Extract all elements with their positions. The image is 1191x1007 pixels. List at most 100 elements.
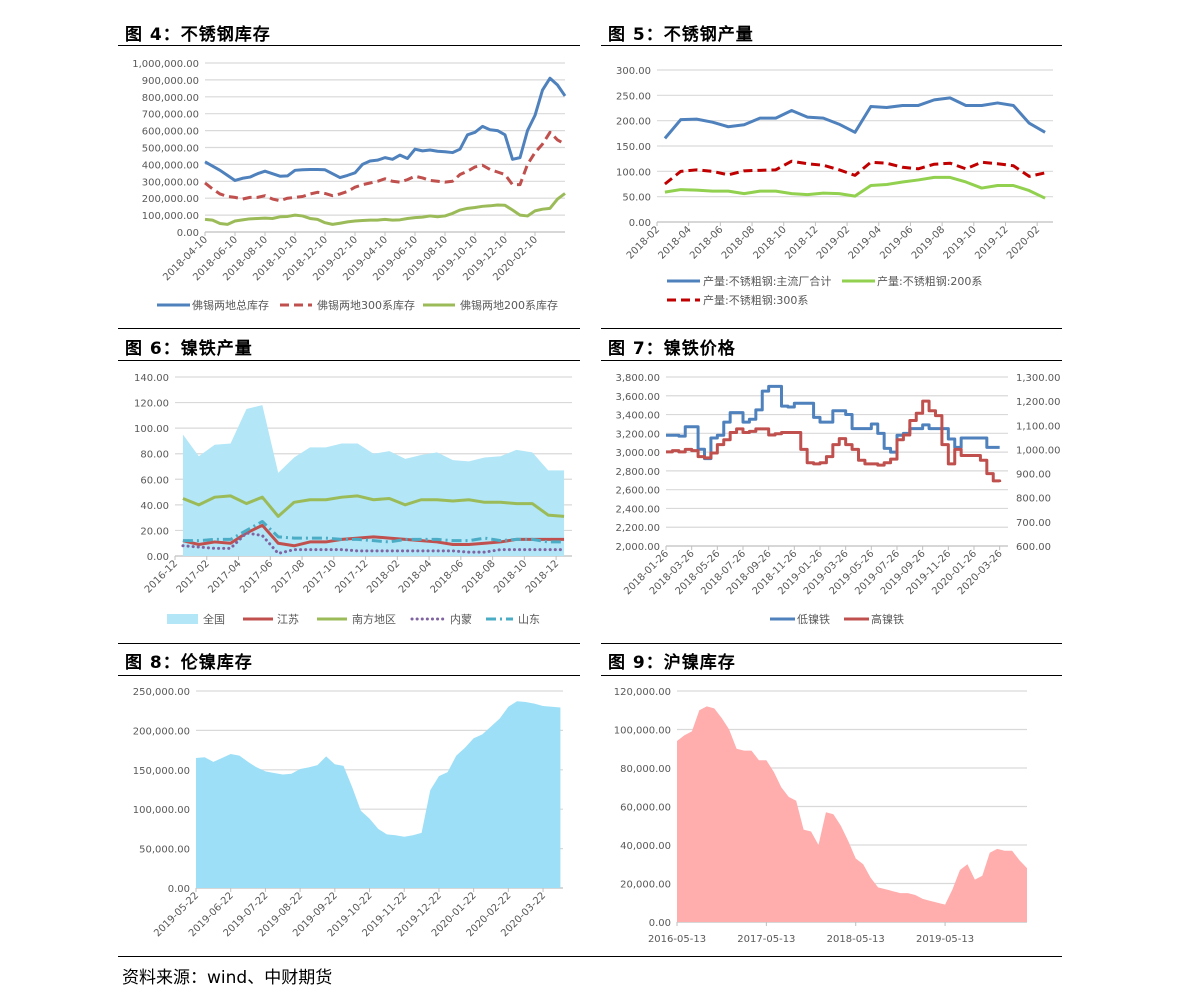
y-tick-label: 100,000.00 <box>142 211 199 222</box>
y2-tick-label: 600.00 <box>1016 542 1051 553</box>
series-山东-line <box>182 519 565 544</box>
y-tick-label: 3,000.00 <box>615 448 660 459</box>
x-tick-label: 2017-06 <box>238 558 275 595</box>
divider <box>118 643 580 644</box>
series-高镍铁-line <box>666 399 1002 483</box>
y-tick-label: 40.00 <box>140 501 169 512</box>
y-tick-label: 300.00 <box>616 66 651 77</box>
y-tick-label: 400,000.00 <box>142 160 199 171</box>
x-tick-label: 2019-04 <box>847 224 884 261</box>
series-产量:不锈粗钢:主流厂合计-line <box>663 96 1046 140</box>
series-内蒙-line <box>181 531 566 555</box>
divider <box>601 643 1062 644</box>
y-tick-label: 800,000.00 <box>142 93 199 104</box>
y2-tick-label: 800.00 <box>1016 494 1051 505</box>
y-tick-label: 20.00 <box>140 526 169 537</box>
x-tick-label: 2018-06 <box>429 558 466 595</box>
x-tick-label: 2017-05-13 <box>737 934 795 945</box>
y-tick-label: 100.00 <box>616 167 651 178</box>
y-tick-label: 150,000.00 <box>133 766 190 777</box>
series-fig8-area <box>196 701 561 888</box>
legend-label: 江苏 <box>277 613 299 626</box>
x-tick-label: 2017-02 <box>175 558 212 595</box>
legend-label: 产量:不锈粗钢:200系 <box>877 274 982 288</box>
y-tick-label: 50,000.00 <box>139 845 190 856</box>
y-tick-label: 600,000.00 <box>142 127 199 138</box>
legend-label: 山东 <box>518 613 540 626</box>
y-tick-label: 2,600.00 <box>615 486 660 497</box>
x-tick-label: 2018-02 <box>625 224 662 261</box>
y-tick-label: 40,000.00 <box>620 841 671 852</box>
y-tick-label: 140.00 <box>134 373 169 384</box>
divider <box>118 956 1062 957</box>
x-tick-label: 2018-04 <box>656 224 693 261</box>
x-tick-label: 2017-12 <box>333 558 370 595</box>
y-tick-label: 3,400.00 <box>615 411 660 422</box>
x-tick-label: 2017-08 <box>270 558 307 595</box>
y2-tick-label: 700.00 <box>1016 518 1051 529</box>
y-tick-label: 3,200.00 <box>615 429 660 440</box>
divider <box>118 675 580 676</box>
source-note: 资料来源：wind、中财期货 <box>122 968 333 988</box>
fig7-chart: 2,000.00 2,200.00 2,400.00 2,600.00 2,800.00… <box>615 373 1060 626</box>
x-tick-label: 2019-10 <box>942 224 979 261</box>
y2-tick-label: 1,100.00 <box>1016 421 1061 432</box>
series-佛锡两地总库存-line <box>204 76 567 182</box>
x-tick-label: 2018-08 <box>460 558 497 595</box>
legend-label: 佛锡两地300系库存 <box>317 298 415 312</box>
y2-tick-label: 900.00 <box>1016 470 1051 481</box>
y-tick-label: 0.00 <box>147 552 169 563</box>
x-tick-label: 2018-08 <box>720 224 757 261</box>
x-tick-label: 2016-12 <box>143 558 180 595</box>
y-tick-label: 100,000.00 <box>614 726 671 737</box>
series-佛锡两地300系库存-line <box>204 130 566 203</box>
x-tick-label: 2019-08 <box>910 224 947 261</box>
legend-label: 产量:不锈粗钢:300系 <box>703 293 808 307</box>
y-tick-label: 700,000.00 <box>142 110 199 121</box>
legend-label: 佛锡两地200系库存 <box>460 298 558 312</box>
y-tick-label: 2,200.00 <box>615 523 660 534</box>
figure-9-title: 图 9：沪镍库存 <box>608 653 736 673</box>
legend-swatch <box>167 614 198 624</box>
x-tick-label: 2018-10 <box>492 558 529 595</box>
y-tick-label: 0.00 <box>177 228 199 239</box>
fig6-chart: 0.00 20.00 40.00 60.00 80.00 100.00 120.00 140.… <box>134 373 572 626</box>
legend-label: 产量:不锈粗钢:主流厂合计 <box>703 274 831 288</box>
y-tick-label: 2,000.00 <box>615 542 660 553</box>
fig9-chart: 0.00 20,000.00 40,000.00 60,000.00 80,000.00… <box>614 687 1027 945</box>
figure-4-title: 图 4：不锈钢库存 <box>125 25 271 45</box>
y-tick-label: 60.00 <box>140 475 169 486</box>
y-tick-label: 900,000.00 <box>142 76 199 87</box>
legend-label: 内蒙 <box>450 612 472 626</box>
legend-label: 佛锡两地总库存 <box>192 298 269 312</box>
y-tick-label: 250.00 <box>616 91 651 102</box>
x-tick-label: 2019-05-13 <box>916 934 974 945</box>
x-tick-label: 2018-10 <box>752 224 789 261</box>
y-tick-label: 2,400.00 <box>615 504 660 515</box>
x-tick-label: 2019-06 <box>878 224 915 261</box>
series-佛锡两地200系库存-line <box>204 192 566 226</box>
divider <box>601 360 1062 361</box>
figure-5-title: 图 5：不锈钢产量 <box>608 25 754 45</box>
x-tick-label: 2017-04 <box>206 558 243 595</box>
fig4-chart: 0.00 100,000.00 200,000.00 300,000.00 400,00… <box>132 59 567 312</box>
y-tick-label: 0.00 <box>649 918 671 929</box>
y-tick-label: 120,000.00 <box>614 687 671 698</box>
y-tick-label: 20,000.00 <box>620 880 671 891</box>
legend-label: 低镍铁 <box>797 612 830 626</box>
y-tick-label: 0.00 <box>168 884 190 895</box>
x-tick-label: 2018-02 <box>365 558 402 595</box>
y2-tick-label: 1,200.00 <box>1016 397 1061 408</box>
y-tick-label: 60,000.00 <box>620 803 671 814</box>
figure-6-title: 图 6：镍铁产量 <box>125 339 253 359</box>
legend-label: 南方地区 <box>352 612 396 626</box>
y2-tick-label: 1,300.00 <box>1016 373 1061 384</box>
figure-7-title: 图 7：镍铁价格 <box>608 339 736 359</box>
x-tick-label: 2018-04 <box>397 558 434 595</box>
y-tick-label: 100.00 <box>134 424 169 435</box>
divider <box>601 675 1062 676</box>
series-全国-area <box>182 405 565 556</box>
divider <box>118 45 580 46</box>
x-tick-label: 2020-02 <box>1005 224 1042 261</box>
y-tick-label: 3,800.00 <box>615 373 660 384</box>
